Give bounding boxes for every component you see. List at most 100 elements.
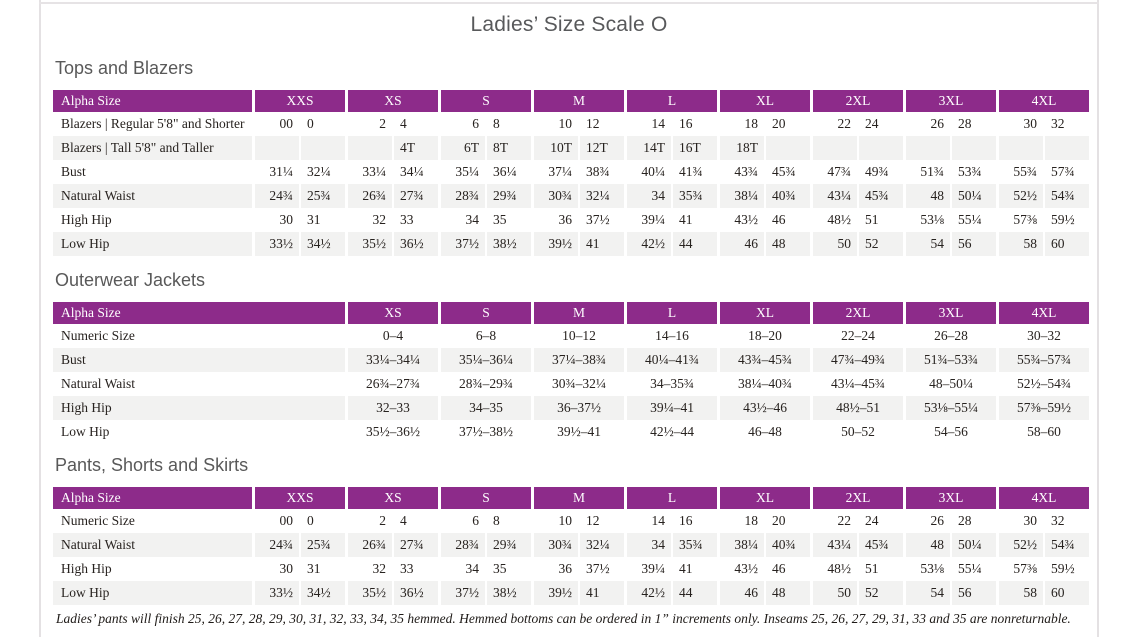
size-value: 57⅜ [1013, 561, 1037, 576]
size-value: 32¼ [580, 533, 624, 557]
cell-divider [764, 509, 766, 533]
size-value: 51¾ [920, 164, 944, 179]
size-value: 46 [720, 232, 764, 256]
size-value: 59½ [1051, 212, 1075, 227]
size-header-cell: XL [720, 90, 810, 112]
size-value: 50 [813, 232, 857, 256]
size-value: 37½–38½ [459, 424, 513, 439]
size-value: 8 [493, 513, 500, 528]
alpha-size-header-cell: Alpha Size [53, 487, 252, 509]
size-value: 57⅜ [1013, 212, 1037, 227]
cell-divider [299, 557, 301, 581]
size-value: 35¼ [455, 164, 479, 179]
size-value-pair [906, 136, 996, 160]
size-value-pair: 48 50¼ [906, 533, 996, 557]
size-value-pair: 39½ 41 [534, 581, 624, 605]
cell-divider [1043, 557, 1045, 581]
size-value: 18 [744, 116, 759, 131]
cell-divider [299, 232, 301, 256]
size-value-pair: 37½ 38½ [441, 232, 531, 256]
size-value: 35¾ [673, 184, 717, 208]
size-value-pair: 14 16 [627, 112, 717, 136]
size-value: 58 [999, 581, 1043, 605]
cell-divider [299, 112, 301, 136]
size-value-pair: 53⅛ 55¼ [906, 557, 996, 581]
size-value [999, 136, 1043, 160]
size-header-cell: XS [348, 90, 438, 112]
size-value: 37½ [441, 581, 485, 605]
size-value: 38¼ [720, 533, 764, 557]
size-value: 44 [673, 232, 717, 256]
size-value: 48½–51 [813, 396, 903, 420]
size-value: 45¾ [859, 533, 903, 557]
cell-divider [857, 581, 859, 605]
size-value: 39¼ [641, 561, 665, 576]
size-value: 00 [279, 116, 294, 131]
cell-divider [485, 533, 487, 557]
size-value-pair: 18 20 [720, 112, 810, 136]
cell-divider [671, 533, 673, 557]
cell-divider [857, 232, 859, 256]
cell-divider [950, 184, 952, 208]
size-value: 50 [813, 581, 857, 605]
size-value-pair: 34 35¾ [627, 533, 717, 557]
cell-divider [950, 112, 952, 136]
size-value-pair: 10T 12T [534, 136, 624, 160]
size-header-cell: S [441, 487, 531, 509]
size-value-pair: 00 0 [255, 112, 345, 136]
size-value: 45¾ [859, 184, 903, 208]
size-value: 60 [1045, 581, 1089, 605]
table-row: Natural Waist 24¾ 25¾ 26¾ 27¾ 28¾ 29¾ 30¾ 32¼ 34 3… [53, 533, 1089, 557]
size-value-pair: 51¾ 53¾ [906, 160, 996, 184]
size-value-pair: 22 24 [813, 112, 903, 136]
size-value: 27¾ [394, 533, 438, 557]
section: Tops and Blazers Alpha Size XXS XS S M L XL 2XL 3… [53, 57, 1089, 256]
size-value: 52½–54¾ [1017, 376, 1071, 391]
size-value-pair: 36 37½ [534, 557, 624, 581]
row-label-cell: Numeric Size [61, 513, 135, 528]
cell-divider [578, 160, 580, 184]
size-value-pair: 22 24 [813, 509, 903, 533]
size-header-cell: XS [348, 302, 438, 324]
size-value: 57⅜–59½ [999, 396, 1089, 420]
size-value: 56 [952, 232, 996, 256]
size-value: 29¾ [487, 533, 531, 557]
row-label-cell: Blazers | Regular 5'8" and Shorter [61, 116, 245, 131]
size-header-cell: 4XL [999, 302, 1089, 324]
cell-divider [299, 533, 301, 557]
cell-divider [857, 557, 859, 581]
size-value: 47¾ [827, 164, 851, 179]
size-value: 22 [837, 116, 852, 131]
cell-divider [950, 581, 952, 605]
size-value [813, 136, 857, 160]
size-value-pair: 30 32 [999, 509, 1089, 533]
size-value: 59½ [1051, 561, 1075, 576]
size-value: 10 [558, 116, 573, 131]
size-value: 32 [372, 561, 387, 576]
size-value: 54 [906, 232, 950, 256]
size-value: 38¼ [720, 184, 764, 208]
size-value: 36¼ [493, 164, 517, 179]
cell-divider [392, 509, 394, 533]
size-value: 32 [372, 212, 387, 227]
cell-divider [578, 208, 580, 232]
size-table: Alpha Size XXS XS S M L XL 2XL 3XL 4XL Numeric Siz… [53, 487, 1089, 605]
size-header-cell: XS [348, 487, 438, 509]
size-value: 34–35¾ [650, 376, 694, 391]
size-value: 24¾ [255, 533, 299, 557]
size-value-pair: 30 32 [999, 112, 1089, 136]
row-label-cell: High Hip [61, 561, 112, 576]
size-value: 38¼–40¾ [738, 376, 792, 391]
cell-divider [392, 208, 394, 232]
size-value-pair: 33½ 34½ [255, 232, 345, 256]
size-value [1045, 136, 1089, 160]
size-value: 52 [859, 232, 903, 256]
size-value-pair: 38¼ 40¾ [720, 184, 810, 208]
size-value-pair: 18 20 [720, 509, 810, 533]
size-value: 25¾ [301, 184, 345, 208]
size-value: 58–60 [1027, 424, 1061, 439]
size-value-pair: 30 31 [255, 557, 345, 581]
size-value: 6 [472, 513, 479, 528]
